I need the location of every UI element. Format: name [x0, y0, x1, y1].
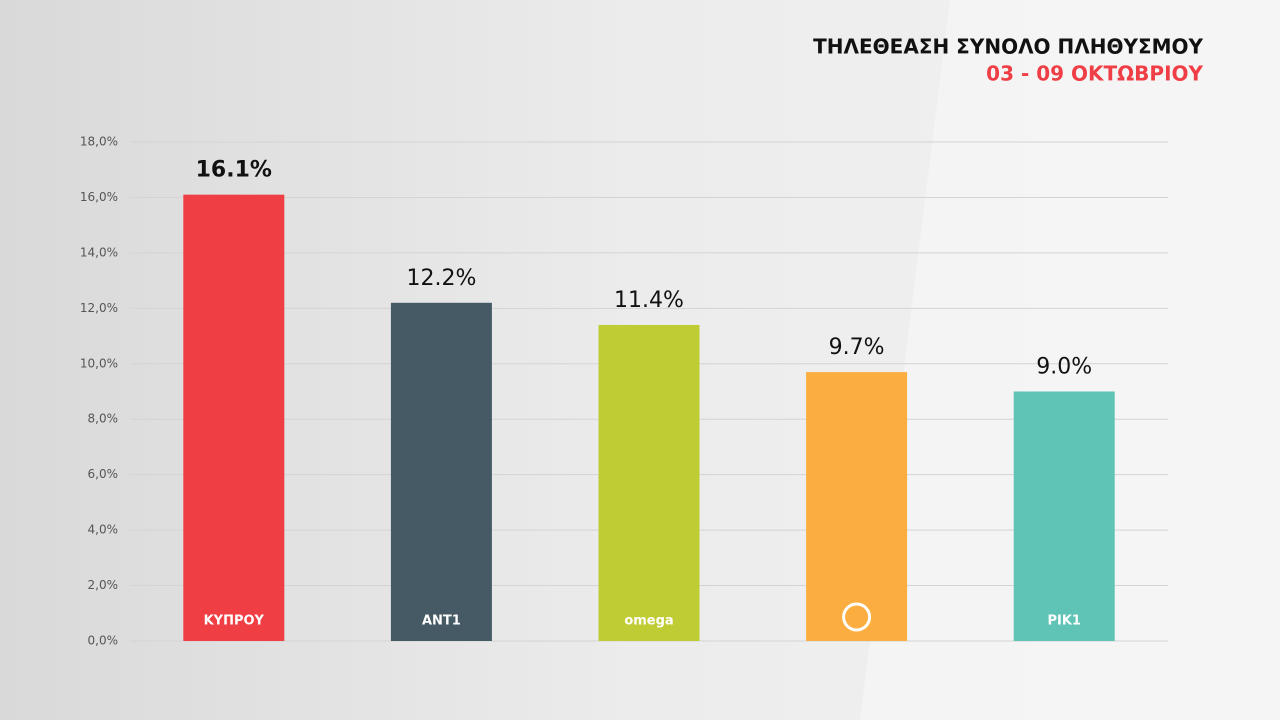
decoration: [860, 0, 1280, 720]
category-logo: ΡΙΚ1: [1047, 614, 1080, 629]
category-logo: omega: [624, 614, 673, 629]
value-label: 12.2%: [406, 266, 476, 291]
category-logo: ANT1: [422, 614, 461, 629]
y-tick-label: 14,0%: [80, 245, 118, 259]
bar: [806, 372, 908, 641]
value-label: 11.4%: [614, 288, 684, 313]
y-tick-label: 16,0%: [80, 190, 118, 204]
chart-title: ΤΗΛΕΘΕΑΣΗ ΣΥΝΟΛΟ ΠΛΗΘΥΣΜΟΥ: [813, 35, 1203, 59]
value-label: 9.0%: [1036, 355, 1092, 380]
category-logo: [842, 602, 872, 632]
bar: [1013, 391, 1115, 641]
y-tick-label: 6,0%: [88, 467, 119, 481]
y-tick-label: 0,0%: [88, 634, 119, 648]
bar: [390, 302, 492, 641]
y-tick-label: 18,0%: [80, 135, 118, 149]
y-tick-label: 4,0%: [88, 523, 119, 537]
value-label: 9.7%: [829, 335, 885, 360]
y-tick-label: 8,0%: [88, 412, 119, 426]
chart-subtitle: 03 - 09 ΟΚΤΩΒΡΙΟΥ: [986, 62, 1203, 86]
bar: [183, 194, 285, 641]
y-tick-label: 10,0%: [80, 356, 118, 370]
bar: [598, 324, 700, 641]
y-tick-label: 12,0%: [80, 301, 118, 315]
value-label: 16.1%: [196, 158, 272, 183]
category-logo: ΚΥΠΡΟΥ: [204, 614, 265, 629]
y-tick-label: 2,0%: [88, 578, 119, 592]
